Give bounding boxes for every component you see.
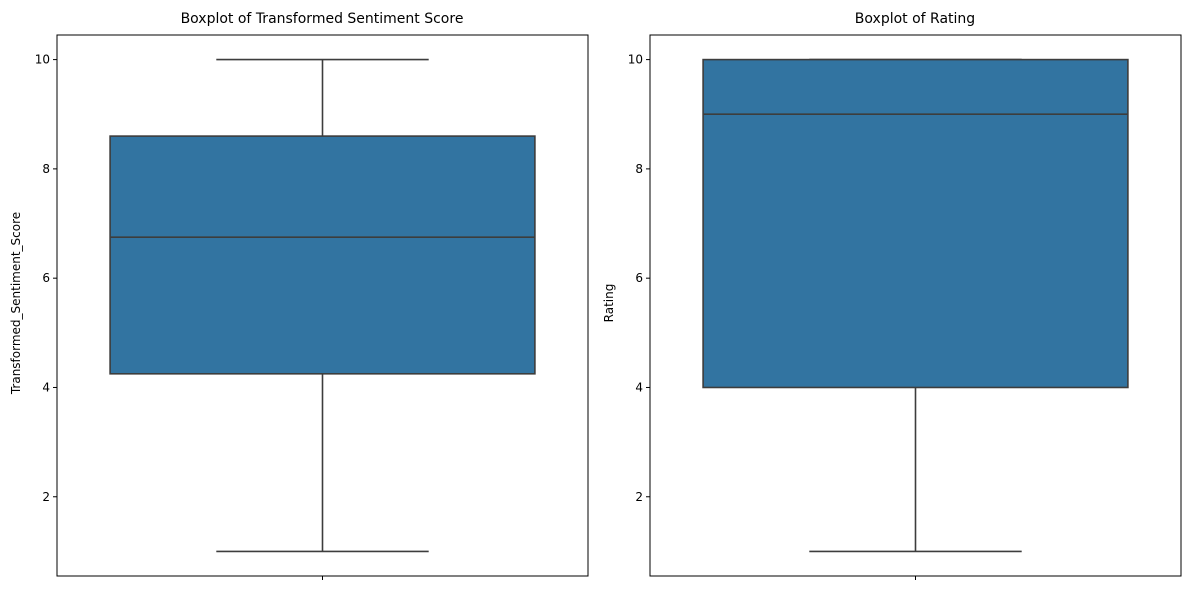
plot-area: 2 4 6 8 10 <box>35 53 536 580</box>
chart-title: Boxplot of Transformed Sentiment Score <box>181 11 464 27</box>
y-axis-label: Rating <box>602 284 616 323</box>
box <box>702 58 1129 389</box>
y-tick-label: 2 <box>42 490 50 504</box>
y-axis-label: Transformed_Sentiment_Score <box>9 212 23 395</box>
y-tick-label: 6 <box>635 271 643 285</box>
y-tick-label: 2 <box>635 490 643 504</box>
plot-area: 2 4 6 8 10 <box>628 53 1129 580</box>
chart-rating: Boxplot of Rating Rating 2 4 6 8 10 <box>602 11 1182 580</box>
chart-transformed-sentiment: Boxplot of Transformed Sentiment Score T… <box>9 11 589 580</box>
y-tick-label: 6 <box>42 271 50 285</box>
box <box>109 135 536 375</box>
y-tick-label: 4 <box>42 380 50 394</box>
y-tick-label: 10 <box>35 53 50 67</box>
y-tick-label: 8 <box>635 162 643 176</box>
y-tick-label: 10 <box>628 53 643 67</box>
y-tick-label: 4 <box>635 380 643 394</box>
axes-frame <box>56 34 589 577</box>
axes-frame <box>649 34 1182 577</box>
y-tick-label: 8 <box>42 162 50 176</box>
chart-title: Boxplot of Rating <box>855 11 975 27</box>
